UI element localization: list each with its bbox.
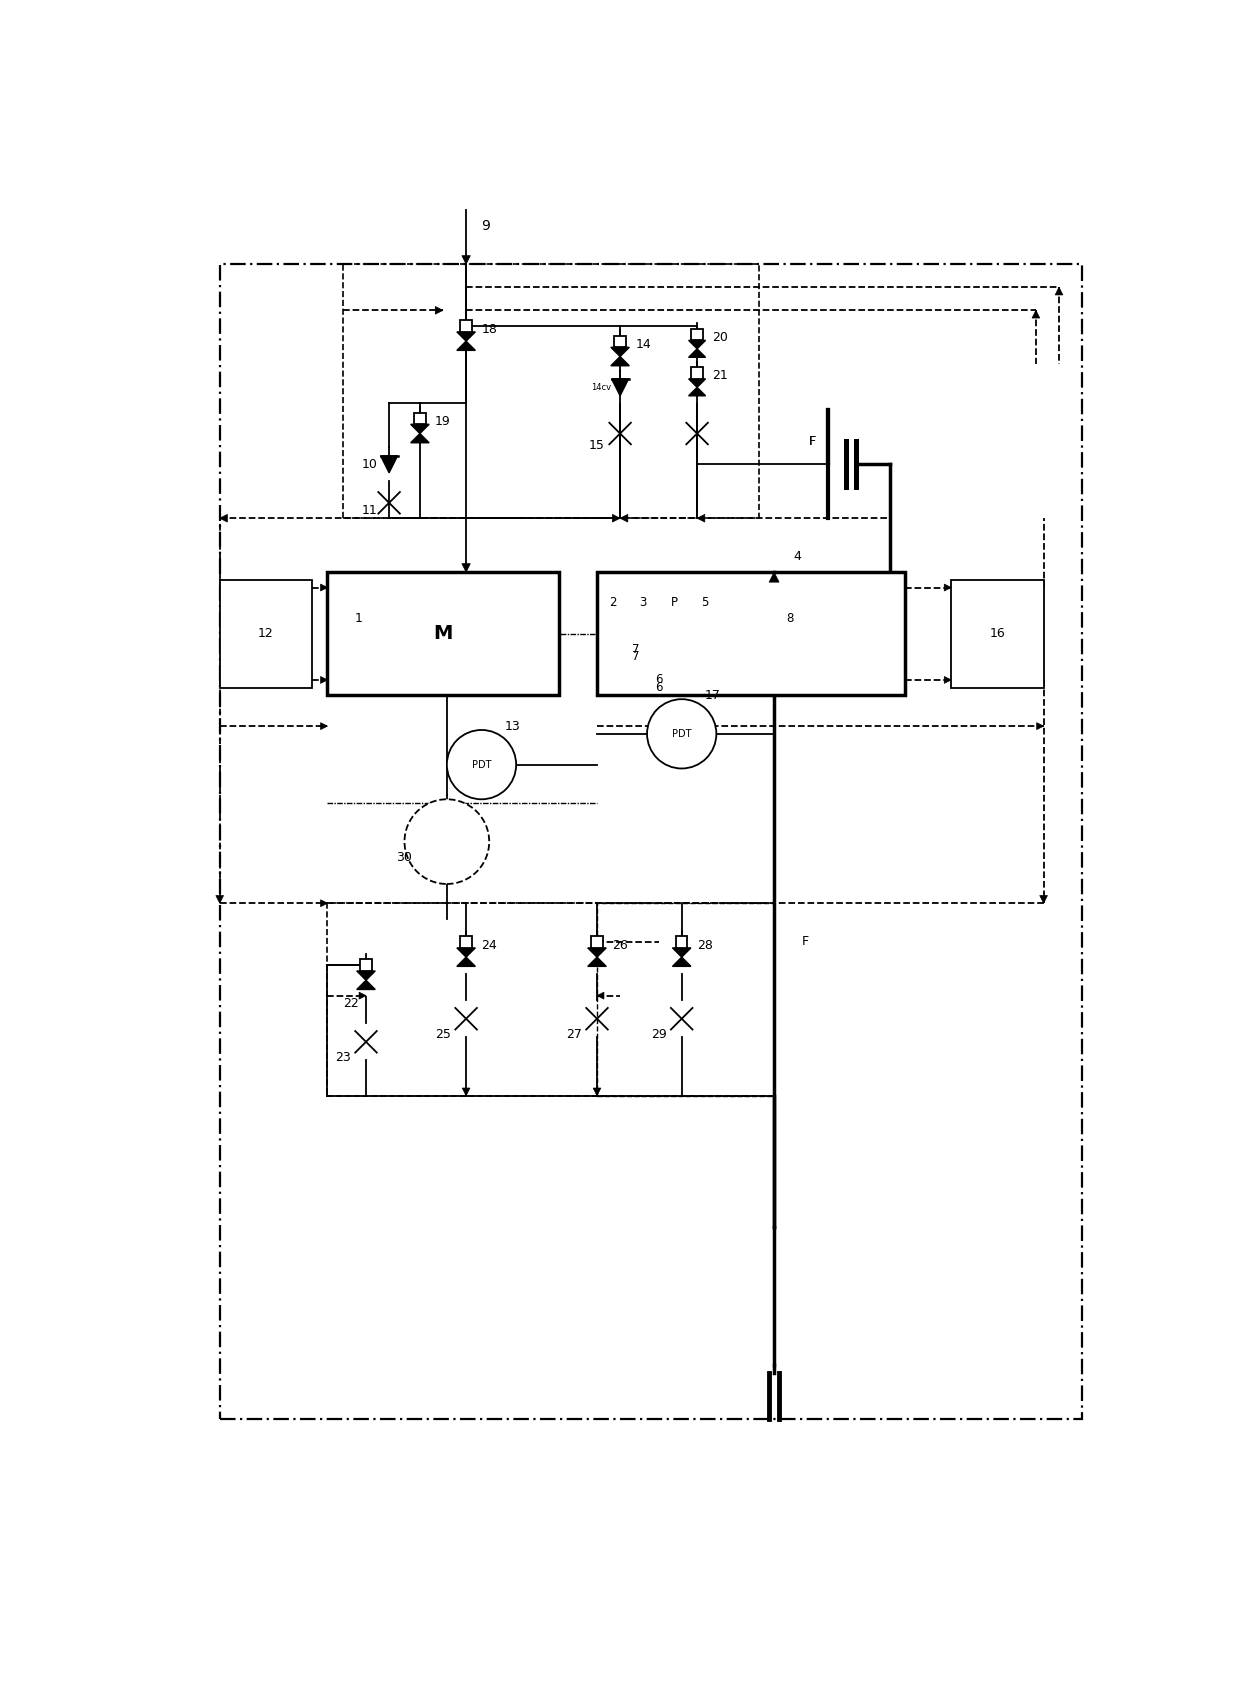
Bar: [460, 937, 472, 947]
Text: PDT: PDT: [672, 729, 692, 739]
Polygon shape: [613, 514, 620, 522]
Polygon shape: [216, 896, 223, 903]
Polygon shape: [588, 947, 606, 958]
Text: 19: 19: [435, 415, 451, 428]
Bar: [951, 580, 1044, 688]
Polygon shape: [1032, 311, 1040, 318]
Polygon shape: [357, 971, 376, 980]
Text: 16: 16: [990, 626, 1006, 640]
Text: 18: 18: [481, 323, 497, 336]
Polygon shape: [672, 947, 691, 958]
Polygon shape: [456, 341, 475, 350]
Bar: [692, 367, 703, 379]
Polygon shape: [945, 584, 951, 591]
Text: 26: 26: [613, 939, 627, 953]
Text: 27: 27: [565, 1028, 582, 1041]
Text: 24: 24: [481, 939, 497, 953]
Polygon shape: [461, 256, 470, 265]
Circle shape: [647, 700, 717, 768]
Text: P: P: [671, 596, 677, 609]
Text: 3: 3: [640, 596, 647, 609]
Bar: [591, 937, 603, 947]
Polygon shape: [456, 958, 475, 966]
Text: PDT: PDT: [471, 760, 491, 770]
Text: 20: 20: [712, 331, 728, 343]
Bar: [327, 572, 558, 695]
Text: 21: 21: [712, 369, 728, 382]
Text: 2: 2: [609, 596, 616, 609]
Text: 28: 28: [697, 939, 713, 953]
Bar: [692, 329, 703, 340]
Polygon shape: [463, 1087, 470, 1096]
Polygon shape: [672, 958, 691, 966]
Text: 7: 7: [631, 642, 640, 655]
Bar: [596, 572, 905, 695]
Polygon shape: [688, 348, 706, 357]
Polygon shape: [456, 947, 475, 958]
Bar: [614, 336, 626, 347]
Polygon shape: [321, 722, 327, 729]
Text: 10: 10: [362, 457, 378, 471]
Bar: [676, 937, 687, 947]
Text: M: M: [433, 625, 453, 644]
Text: 17: 17: [704, 690, 720, 702]
Text: 30: 30: [397, 850, 413, 864]
Polygon shape: [688, 387, 706, 396]
Text: 6: 6: [655, 674, 662, 686]
Polygon shape: [688, 340, 706, 348]
Polygon shape: [321, 900, 327, 906]
Polygon shape: [1055, 287, 1063, 295]
Polygon shape: [1037, 722, 1044, 729]
Polygon shape: [360, 992, 366, 999]
Polygon shape: [688, 379, 706, 387]
Polygon shape: [620, 514, 627, 522]
Polygon shape: [410, 434, 429, 442]
Polygon shape: [596, 992, 604, 999]
Polygon shape: [593, 1087, 601, 1096]
Polygon shape: [461, 563, 470, 572]
Polygon shape: [611, 357, 630, 365]
Text: 23: 23: [335, 1052, 351, 1063]
Text: 15: 15: [589, 439, 605, 452]
Polygon shape: [435, 307, 443, 314]
Polygon shape: [456, 331, 475, 341]
Text: 14cv: 14cv: [590, 382, 611, 393]
Text: F: F: [808, 435, 816, 447]
Text: 4: 4: [794, 550, 801, 563]
Text: 9: 9: [481, 218, 490, 232]
Circle shape: [404, 799, 490, 884]
Polygon shape: [1040, 896, 1048, 903]
Polygon shape: [697, 514, 704, 522]
Polygon shape: [611, 379, 629, 396]
Polygon shape: [769, 572, 779, 582]
Text: 25: 25: [435, 1028, 451, 1041]
Polygon shape: [410, 425, 429, 434]
Text: 7: 7: [631, 650, 640, 664]
Polygon shape: [945, 676, 951, 683]
Bar: [361, 959, 372, 971]
Text: 22: 22: [342, 997, 358, 1011]
Polygon shape: [357, 980, 376, 990]
Text: 8: 8: [786, 611, 794, 625]
Circle shape: [446, 731, 516, 799]
Text: F: F: [808, 435, 816, 447]
Polygon shape: [219, 514, 227, 522]
Polygon shape: [321, 676, 327, 683]
Text: 11: 11: [362, 504, 378, 517]
Polygon shape: [321, 584, 327, 591]
Text: 12: 12: [258, 626, 274, 640]
Text: F: F: [801, 935, 808, 947]
Polygon shape: [588, 958, 606, 966]
Text: 29: 29: [651, 1028, 666, 1041]
Text: 14: 14: [635, 338, 651, 352]
Bar: [460, 321, 472, 331]
Polygon shape: [611, 347, 630, 357]
Bar: [219, 580, 312, 688]
Polygon shape: [381, 456, 398, 473]
Bar: [414, 413, 425, 425]
Text: 5: 5: [701, 596, 708, 609]
Text: 6: 6: [655, 681, 662, 695]
Text: 1: 1: [355, 611, 362, 625]
Text: 13: 13: [505, 720, 520, 732]
